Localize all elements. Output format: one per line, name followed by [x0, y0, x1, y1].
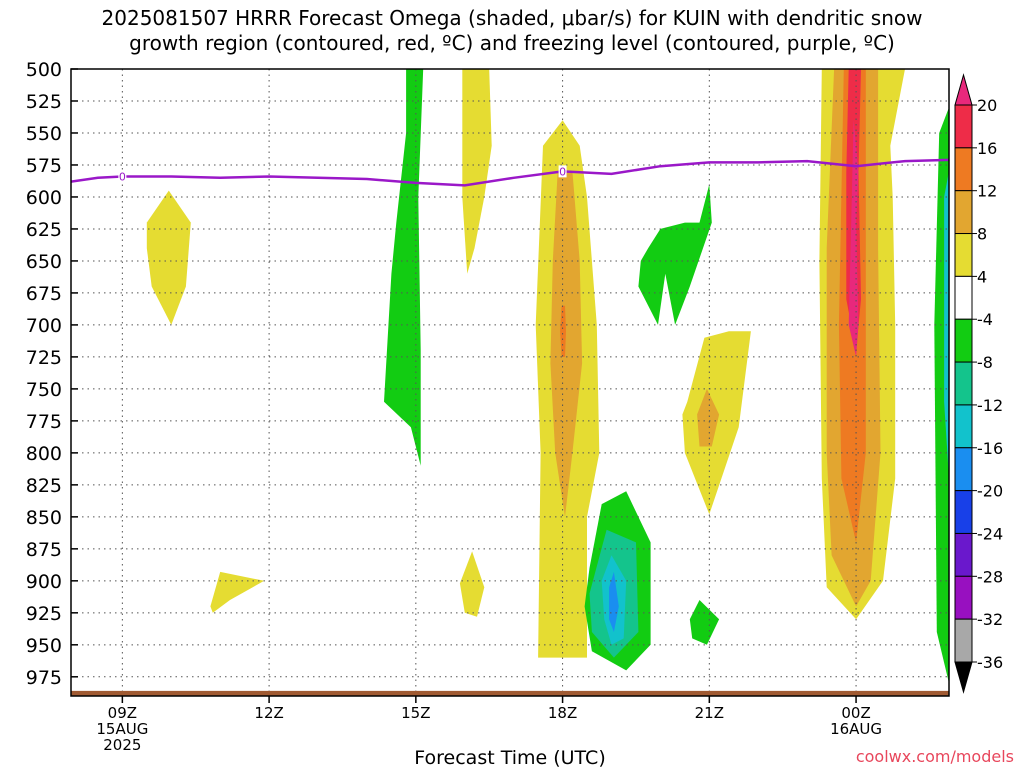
y-tick-label: 925	[26, 603, 62, 625]
omega-region	[459, 551, 485, 617]
y-tick-label: 800	[26, 443, 62, 465]
colorbar-bin	[954, 618, 973, 663]
colorbar-bin	[954, 447, 973, 492]
colorbar-label: 16	[977, 139, 997, 158]
freezing-level-label-bg	[558, 165, 567, 178]
freezing-level-label: 0	[119, 170, 126, 183]
site-credit[interactable]: coolwx.com/models	[855, 747, 1014, 766]
omega-region	[560, 305, 566, 357]
omega-region	[638, 184, 712, 325]
freezing-level-label: 0	[559, 165, 566, 178]
y-tick-label: 725	[26, 347, 62, 369]
colorbar-label: 4	[977, 267, 987, 286]
surface-fill	[71, 690, 949, 696]
surface-band	[71, 690, 949, 696]
colorbar-top-arrow	[954, 73, 973, 106]
x-tick-label: 16AUG	[830, 720, 882, 738]
colorbar-label: -12	[977, 396, 1003, 415]
colorbar-bin	[954, 147, 973, 192]
title-line-2: growth region (contoured, red, ºC) and f…	[129, 31, 895, 55]
y-tick-label: 850	[26, 507, 62, 529]
y-tick-label: 975	[26, 667, 62, 689]
colorbar-label: 8	[977, 225, 987, 244]
y-tick-label: 700	[26, 315, 62, 337]
omega-region	[609, 571, 619, 632]
y-tick-label: 750	[26, 379, 62, 401]
y-tick-label: 600	[26, 187, 62, 209]
plot-frame	[70, 68, 950, 697]
colorbar-bin	[954, 233, 973, 277]
colorbar-bin	[954, 490, 973, 534]
y-tick-label: 500	[26, 59, 62, 81]
omega-region	[146, 190, 191, 325]
omega-colorbar: 20 16 12 8 4 -4 -8 -12 -16 -20 -24 -28 -32 -36	[954, 73, 1003, 694]
x-tick-label: 18Z	[548, 704, 577, 722]
colorbar-label: -20	[977, 482, 1003, 501]
omega-region	[697, 388, 720, 447]
colorbar-label: 12	[977, 182, 997, 201]
y-tick-label: 575	[26, 155, 62, 177]
colorbar-label: -8	[977, 353, 993, 372]
colorbar-bin	[954, 532, 973, 577]
x-tick-label: 00Z	[841, 704, 870, 722]
y-tick-label: 950	[26, 635, 62, 657]
colorbar-bin	[954, 275, 973, 320]
freezing-level-contour	[71, 158, 949, 187]
omega-region	[550, 171, 583, 517]
y-tick-label: 625	[26, 219, 62, 241]
y-tick-label: 775	[26, 411, 62, 433]
colorbar-label: -24	[977, 524, 1003, 543]
colorbar-label: -36	[977, 653, 1003, 672]
y-tick-label: 675	[26, 283, 62, 305]
omega-region	[462, 69, 492, 274]
colorbar-label: 20	[977, 96, 997, 115]
omega-region	[689, 600, 720, 645]
colorbar-bin	[954, 318, 973, 363]
y-axis: 500 525 550 575 600 625 650 675 700 725 750 775 800 8…	[26, 59, 78, 689]
colorbar-bin	[954, 361, 973, 406]
freezing-level-label-bg	[118, 170, 127, 183]
x-tick-label: 15AUG	[96, 720, 148, 738]
colorbar-label: -28	[977, 567, 1003, 586]
x-tick-label: 15Z	[401, 704, 430, 722]
x-axis-title: Forecast Time (UTC)	[414, 747, 605, 768]
omega-region	[384, 69, 424, 466]
colorbar-bin	[954, 104, 973, 149]
title-line-1: 2025081507 HRRR Forecast Omega (shaded, …	[101, 6, 923, 30]
x-tick-label: 2025	[103, 736, 141, 754]
y-tick-label: 875	[26, 539, 62, 561]
y-tick-label: 825	[26, 475, 62, 497]
grid-lines	[71, 68, 949, 696]
y-tick-label: 525	[26, 91, 62, 113]
colorbar-label: -16	[977, 439, 1003, 458]
colorbar-bottom-arrow	[954, 661, 973, 694]
omega-region	[210, 571, 265, 613]
colorbar-bin	[954, 190, 973, 235]
colorbar-label: -32	[977, 610, 1003, 629]
y-tick-label: 550	[26, 123, 62, 145]
x-tick-label: 12Z	[254, 704, 283, 722]
y-tick-label: 650	[26, 251, 62, 273]
colorbar-label: -4	[977, 310, 993, 329]
colorbar-bin	[954, 575, 973, 620]
y-tick-label: 900	[26, 571, 62, 593]
chart-title: 2025081507 HRRR Forecast Omega (shaded, …	[0, 6, 1024, 56]
x-tick-label: 21Z	[695, 704, 724, 722]
x-tick-label: 09Z	[108, 704, 137, 722]
colorbar-bin	[954, 404, 973, 449]
omega-shading	[146, 69, 949, 684]
